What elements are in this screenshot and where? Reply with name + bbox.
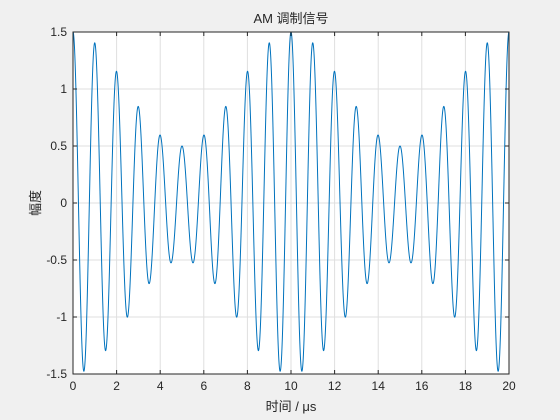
x-axis-title: 时间 / μs (266, 399, 317, 414)
x-tick-label: 20 (502, 379, 516, 393)
chart-title: AM 调制信号 (253, 11, 328, 26)
x-tick-label: 0 (70, 379, 77, 393)
y-tick-label: 1.5 (50, 25, 67, 39)
x-tick-label: 14 (372, 379, 386, 393)
x-tick-label: 16 (415, 379, 429, 393)
y-tick-label: -0.5 (46, 253, 67, 267)
x-tick-label: 4 (157, 379, 164, 393)
x-tick-label: 8 (244, 379, 251, 393)
axis-ticks (72, 31, 510, 375)
x-tick-label: 18 (459, 379, 473, 393)
x-tick-label: 6 (200, 379, 207, 393)
x-tick-labels: 0 2 4 6 8 10 12 14 16 18 20 (70, 379, 516, 393)
series-line-am-signal (73, 32, 509, 372)
x-tick-label: 12 (328, 379, 342, 393)
y-tick-label: -1.5 (46, 367, 67, 381)
x-tick-label: 2 (113, 379, 120, 393)
y-tick-label: 1 (60, 82, 67, 96)
y-tick-labels: 1.5 1 0.5 0 -0.5 -1 -1.5 (46, 25, 67, 381)
y-axis-title: 幅度 (28, 190, 43, 216)
y-tick-label: 0 (60, 196, 67, 210)
x-tick-label: 10 (284, 379, 298, 393)
y-tick-label: 0.5 (50, 139, 67, 153)
y-tick-label: -1 (56, 310, 67, 324)
series-group (73, 32, 509, 372)
